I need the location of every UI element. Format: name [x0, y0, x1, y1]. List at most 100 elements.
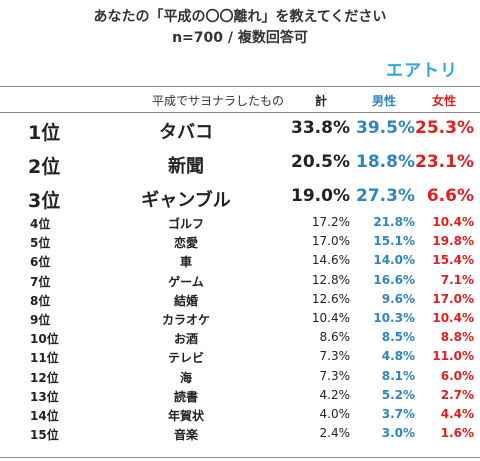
total-cell: 8.6% [319, 330, 351, 345]
rank-cell: 3位 [28, 190, 61, 212]
top-rule [0, 86, 480, 87]
table-row: 12位 海 7.3% 8.1% 6.0% [0, 369, 480, 387]
table-row: 1位 タバコ 33.8% 39.5% 25.3% [0, 118, 480, 144]
item-cell: テレビ [167, 351, 204, 366]
chart-subtitle: n=700 / 複数回答可 [172, 30, 308, 46]
item-cell: 恋愛 [173, 236, 198, 251]
header-female: 女性 [432, 94, 457, 108]
female-cell: 8.8% [440, 330, 474, 345]
header-item: 平成でサヨナラしたもの [151, 94, 284, 108]
total-cell: 7.3% [319, 349, 351, 364]
rank-cell: 15位 [30, 428, 59, 443]
male-cell: 27.3% [356, 186, 415, 206]
male-cell: 3.0% [381, 426, 415, 441]
total-cell: 7.3% [319, 368, 351, 383]
female-cell: 2.7% [440, 387, 474, 402]
item-cell: ゴルフ [167, 217, 204, 231]
total-cell: 12.8% [311, 272, 350, 287]
table-row: 5位 恋愛 17.0% 15.1% 19.8% [0, 234, 480, 252]
female-cell: 23.1% [415, 152, 474, 172]
header-rule [0, 112, 480, 113]
item-cell: タバコ [159, 122, 213, 143]
item-cell: お酒 [173, 332, 198, 347]
total-cell: 19.0% [291, 186, 350, 206]
male-cell: 8.5% [381, 330, 415, 345]
item-cell: 新聞 [168, 156, 204, 177]
item-cell: 音楽 [173, 428, 198, 443]
female-cell: 1.6% [440, 426, 474, 441]
male-cell: 10.3% [373, 311, 415, 325]
item-cell: ギャンブル [141, 190, 231, 211]
item-cell: カラオケ [161, 313, 210, 327]
header-male: 男性 [372, 94, 397, 108]
total-cell: 4.0% [319, 407, 351, 421]
male-cell: 16.6% [373, 272, 415, 287]
male-cell: 5.2% [381, 387, 415, 402]
brand-logo: エアトリ [386, 61, 458, 81]
male-cell: 18.8% [356, 152, 415, 172]
table-row: 15位 音楽 2.4% 3.0% 1.6% [0, 426, 480, 444]
rank-cell: 9位 [30, 313, 51, 327]
total-cell: 17.0% [311, 234, 350, 249]
item-cell: 結婚 [173, 293, 198, 308]
item-cell: ゲーム [168, 274, 204, 289]
rank-cell: 7位 [30, 274, 51, 289]
item-cell: 年賀状 [167, 409, 204, 423]
bottom-rule [0, 457, 480, 458]
female-cell: 6.6% [426, 186, 474, 206]
male-cell: 4.8% [381, 349, 415, 364]
rank-cell: 13位 [30, 389, 59, 404]
rank-cell: 5位 [30, 236, 51, 251]
male-cell: 21.8% [373, 215, 415, 229]
female-cell: 10.4% [432, 215, 474, 229]
table-row: 9位 カラオケ 10.4% 10.3% 10.4% [0, 311, 480, 329]
item-cell: 海 [179, 370, 192, 385]
rank-cell: 6位 [30, 255, 51, 270]
rank-cell: 1位 [28, 122, 61, 144]
female-cell: 17.0% [432, 291, 474, 306]
male-cell: 14.0% [373, 253, 415, 268]
total-cell: 12.6% [311, 291, 350, 306]
table-row: 4位 ゴルフ 17.2% 21.8% 10.4% [0, 215, 480, 233]
male-cell: 15.1% [373, 234, 415, 249]
male-cell: 3.7% [381, 407, 415, 421]
table-row: 7位 ゲーム 12.8% 16.6% 7.1% [0, 273, 480, 291]
table-row: 14位 年賀状 4.0% 3.7% 4.4% [0, 407, 480, 425]
female-cell: 7.1% [440, 272, 474, 287]
item-cell: 読書 [173, 389, 198, 404]
table-row: 11位 テレビ 7.3% 4.8% 11.0% [0, 349, 480, 367]
male-cell: 8.1% [381, 368, 415, 383]
female-cell: 15.4% [432, 253, 474, 268]
female-cell: 10.4% [432, 311, 474, 325]
total-cell: 17.2% [311, 215, 350, 229]
rank-cell: 8位 [30, 293, 51, 308]
rank-cell: 2位 [28, 156, 61, 178]
rank-cell: 12位 [30, 370, 59, 385]
male-cell: 39.5% [356, 118, 415, 138]
rank-cell: 4位 [30, 217, 51, 231]
total-cell: 33.8% [291, 118, 350, 138]
female-cell: 19.8% [432, 234, 474, 249]
total-cell: 20.5% [291, 152, 350, 172]
total-cell: 2.4% [319, 426, 351, 441]
female-cell: 11.0% [432, 349, 474, 364]
table-row: 13位 読書 4.2% 5.2% 2.7% [0, 388, 480, 406]
rank-cell: 14位 [30, 409, 59, 423]
female-cell: 25.3% [415, 118, 474, 138]
female-cell: 6.0% [440, 368, 474, 383]
table-row: 2位 新聞 20.5% 18.8% 23.1% [0, 152, 480, 178]
table-row: 6位 車 14.6% 14.0% 15.4% [0, 253, 480, 271]
chart-title: あなたの「平成の〇〇離れ」を教えてください [93, 9, 387, 25]
rank-cell: 11位 [30, 351, 59, 366]
rank-cell: 10位 [30, 332, 59, 347]
table-row: 3位 ギャンブル 19.0% 27.3% 6.6% [0, 186, 480, 212]
male-cell: 9.6% [381, 291, 415, 306]
total-cell: 14.6% [311, 253, 350, 268]
table-row: 8位 結婚 12.6% 9.6% 17.0% [0, 292, 480, 310]
female-cell: 4.4% [440, 407, 474, 421]
table-row: 10位 お酒 8.6% 8.5% 8.8% [0, 330, 480, 348]
item-cell: 車 [179, 255, 192, 270]
header-total: 計 [315, 94, 328, 108]
total-cell: 10.4% [311, 311, 350, 325]
total-cell: 4.2% [319, 387, 351, 402]
